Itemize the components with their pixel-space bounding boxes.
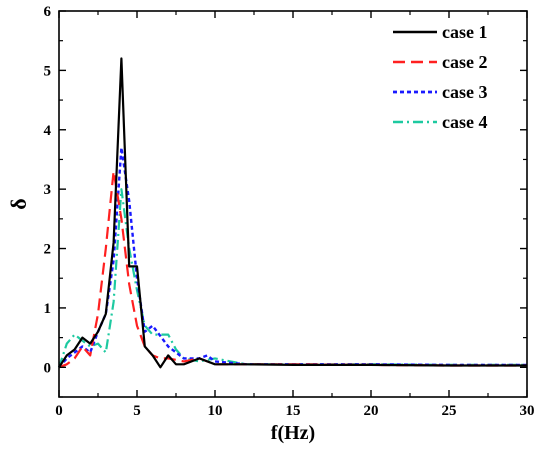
y-axis-label: δ — [6, 198, 31, 209]
y-tick-label: 6 — [44, 4, 52, 20]
x-tick-label: 5 — [133, 403, 141, 419]
x-tick-label: 0 — [55, 403, 63, 419]
x-tick-label: 25 — [442, 403, 457, 419]
x-tick-label: 10 — [208, 403, 223, 419]
x-tick-label: 15 — [286, 403, 301, 419]
axis-ticks — [58, 10, 528, 398]
legend-label-3: case 3 — [442, 82, 487, 102]
plot-lines — [57, 57, 527, 369]
legend: case 1 case 2 case 3 case 4 — [393, 22, 487, 132]
y-tick-label: 3 — [44, 182, 52, 198]
x-tick-label: 30 — [520, 403, 535, 419]
y-tick-label: 1 — [44, 301, 52, 317]
y-tick-label: 4 — [44, 123, 52, 139]
series-line-3 — [58, 146, 527, 369]
tick-labels: 0 5 10 15 20 25 30 0 1 2 3 4 5 6 — [44, 4, 535, 419]
legend-label-4: case 4 — [442, 112, 487, 132]
x-tick-label: 20 — [364, 403, 379, 419]
y-tick-label: 2 — [44, 242, 52, 258]
x-axis-label: f(Hz) — [271, 422, 315, 444]
y-tick-label: 5 — [44, 63, 52, 79]
legend-label-2: case 2 — [442, 52, 487, 72]
legend-label-1: case 1 — [442, 22, 487, 42]
series-line-4 — [57, 188, 527, 368]
series-line-1 — [58, 57, 527, 369]
y-tick-label: 0 — [44, 360, 52, 376]
